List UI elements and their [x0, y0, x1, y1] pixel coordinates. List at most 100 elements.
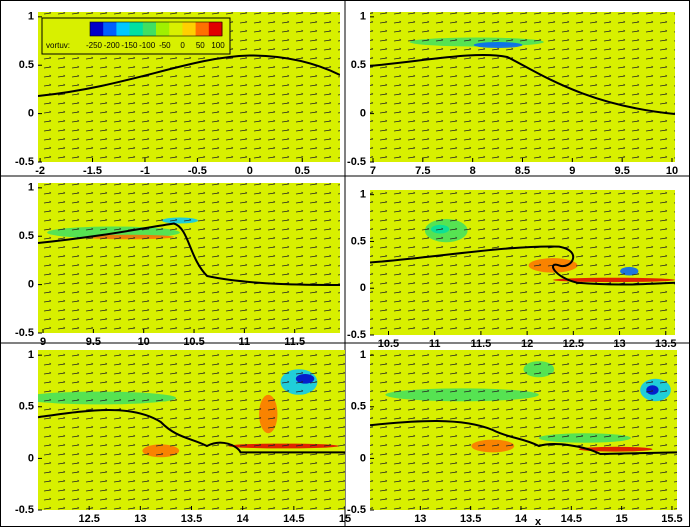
- colorbar-cell: [195, 22, 210, 36]
- x-tick-label: 7.5: [415, 165, 430, 177]
- y-tick-label: 0.5: [351, 59, 366, 71]
- x-tick-label: -2: [35, 165, 45, 177]
- colorbar-label: vortuv:: [46, 41, 70, 50]
- x-tick-label: 15.5: [661, 513, 682, 525]
- field: [370, 12, 675, 162]
- x-tick-label: 13.5: [460, 513, 481, 525]
- x-tick-label: 10.5: [183, 336, 204, 348]
- colorbar-cell: [90, 22, 104, 36]
- x-tick-label: 13.5: [655, 338, 676, 350]
- y-tick-label: 0: [360, 452, 366, 464]
- panel: 12.5 13 13.5 14 14.5 15 -0.5 0 0.5 1: [15, 349, 351, 525]
- x-tick-label: 12: [521, 338, 533, 350]
- colorbar-tick-label: -50: [159, 41, 171, 50]
- vectors: [38, 183, 340, 333]
- y-tick-label: -0.5: [15, 327, 34, 339]
- colorbar-cell: [182, 22, 197, 36]
- y-tick-label: 0.5: [351, 401, 366, 413]
- x-tick-label: 8: [470, 165, 476, 177]
- x-tick-label: 10.5: [378, 338, 399, 350]
- y-tick-label: 0: [360, 282, 366, 294]
- x-tick-label: 9: [40, 336, 46, 348]
- y-tick-label: 0: [28, 452, 34, 464]
- x-tick-label: 8.5: [515, 165, 530, 177]
- x-tick-label: 11: [239, 336, 251, 348]
- y-tick-label: -0.5: [347, 156, 366, 168]
- vectors: [370, 190, 675, 335]
- x-tick-label: 13.5: [181, 513, 202, 525]
- x-axis-label: x: [535, 516, 542, 527]
- vectors: [38, 350, 345, 510]
- x-tick-label: -1: [140, 165, 150, 177]
- panel: 9 9.5 10 10.5 11 11.5 -0.5 0 0.5 1: [15, 182, 340, 348]
- y-tick-label: -0.5: [15, 504, 34, 516]
- colorbar-tick-label: 100: [211, 41, 225, 50]
- interface: [38, 222, 340, 286]
- field: [38, 350, 345, 510]
- x-tick-label: 14: [515, 513, 528, 525]
- colorbar: vortuv: -250 -200 -150 -100 -50 0 50 100: [41, 17, 231, 55]
- panel: 7 7.5 8 8.5 9 9.5 10 -0.5 0 0.5 1: [347, 11, 678, 177]
- x-tick-label: 13: [613, 338, 625, 350]
- x-tick-label: 14: [237, 513, 250, 525]
- x-tick-label: 13: [414, 513, 426, 525]
- x-tick-label: -0.5: [188, 165, 207, 177]
- field: [370, 350, 677, 510]
- y-tick-label: 1: [360, 189, 366, 201]
- x-tick-label: 10: [138, 336, 150, 348]
- x-tick-label: 11: [429, 338, 441, 350]
- y-tick-label: 0: [360, 108, 366, 120]
- x-tick-label: 15: [339, 513, 351, 525]
- x-tick-label: 15: [616, 513, 628, 525]
- x-tick-label: 7: [370, 165, 376, 177]
- panel: 13 13.5 14 14.5 15 15.5 -0.5 0 0.5 1 x: [347, 349, 683, 527]
- interface: [38, 409, 345, 454]
- x-tick-label: 12.5: [78, 513, 99, 525]
- y-tick-label: 0.5: [19, 230, 34, 242]
- interface: [370, 54, 675, 115]
- colorbar-tick-label: -150: [121, 41, 138, 50]
- vectors: [370, 350, 677, 510]
- y-tick-label: 1: [28, 11, 34, 23]
- y-tick-label: -0.5: [347, 504, 366, 516]
- colorbar-tick-label: -250: [86, 41, 103, 50]
- colorbar-cell: [103, 22, 117, 36]
- y-tick-label: 0: [28, 279, 34, 291]
- x-tick-label: 9: [569, 165, 575, 177]
- colorbar-tick-label: 0: [180, 41, 185, 50]
- vectors: [370, 12, 675, 162]
- y-tick-label: -0.5: [347, 329, 366, 341]
- y-tick-label: -0.5: [15, 156, 34, 168]
- x-tick-label: 11.5: [471, 338, 492, 350]
- x-tick-label: 10: [666, 165, 678, 177]
- y-tick-label: 1: [28, 182, 34, 194]
- colorbar-cell: [169, 22, 183, 36]
- field: [370, 190, 675, 335]
- x-tick-label: 13: [134, 513, 146, 525]
- colorbar-tick-label: 50: [196, 41, 205, 50]
- panel: -2 -1.5 -1 -0.5 0 0.5 -0.5 0 0.5 1 vortuv: -250 -200…: [15, 11, 340, 177]
- colorbar-frame: [89, 21, 223, 37]
- y-tick-label: 0: [28, 108, 34, 120]
- x-tick-label: -1.5: [83, 165, 102, 177]
- interface: [38, 54, 340, 97]
- colorbar-cell: [156, 22, 170, 36]
- y-tick-label: 0.5: [19, 59, 34, 71]
- x-tick-label: 11.5: [284, 336, 305, 348]
- y-tick-label: 0.5: [19, 401, 34, 413]
- colorbar-tick-label: -100: [139, 41, 156, 50]
- x-tick-label: 9.5: [615, 165, 630, 177]
- y-tick-label: 1: [28, 349, 34, 361]
- y-tick-label: 0.5: [351, 235, 366, 247]
- field: [38, 183, 340, 333]
- x-tick-label: 14.5: [283, 513, 304, 525]
- interface: [370, 420, 677, 456]
- colorbar-cell: [129, 22, 144, 36]
- panel: 10.5 11 11.5 12 12.5 13 13.5 -0.5 0 0.5 1: [347, 189, 676, 350]
- colorbar-cell: [208, 22, 223, 36]
- x-tick-label: 14.5: [561, 513, 582, 525]
- y-tick-label: 1: [360, 11, 366, 23]
- interface: [370, 245, 675, 286]
- x-tick-label: 9.5: [86, 336, 101, 348]
- x-tick-label: 12.5: [563, 338, 584, 350]
